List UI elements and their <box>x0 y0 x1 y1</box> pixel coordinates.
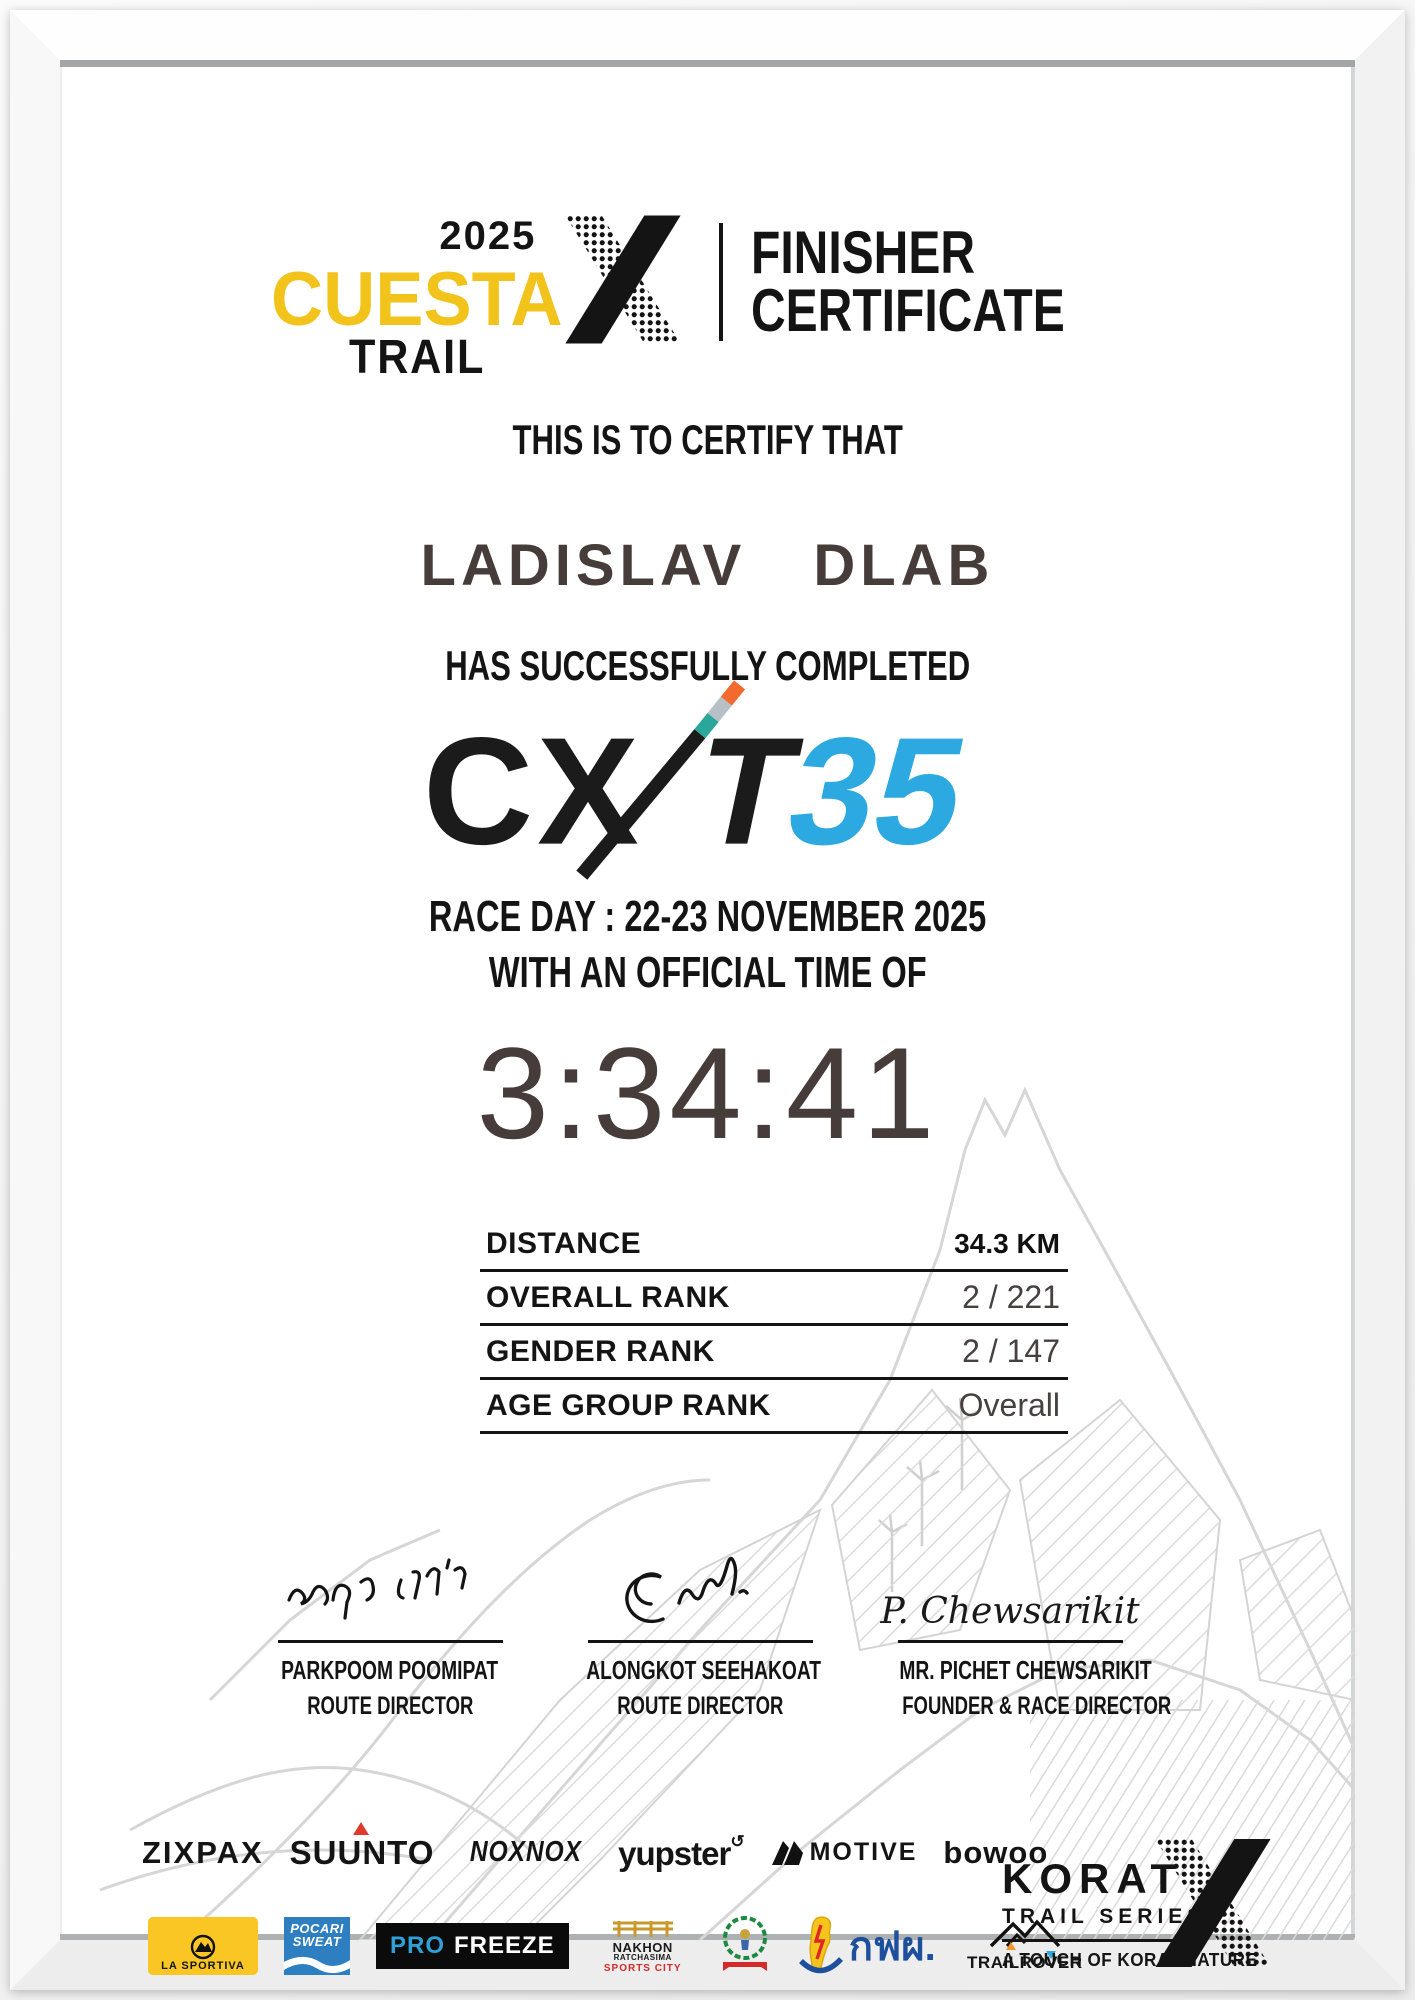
cuesta-trail-logo: 2025 CUESTA TRAIL <box>271 182 691 384</box>
signature-alongkot: ALONGKOT SEEHAKOAT ROUTE DIRECTOR <box>545 1540 855 1721</box>
signer-name: ALONGKOT SEEHAKOAT <box>586 1655 822 1685</box>
sponsor-pro-freeze: PRO FREEZE <box>376 1922 569 1969</box>
certificate-title: FINISHER CERTIFICATE <box>751 219 1143 344</box>
signatures: PARKPOOM POOMIPAT ROUTE DIRECTOR ALONGKO… <box>235 1540 1172 1721</box>
sponsor-egat: กฟผ. <box>798 1914 936 1978</box>
athlete-name: LADISLAV DLAB <box>420 533 995 598</box>
signer-role: ROUTE DIRECTOR <box>306 1692 474 1720</box>
signer-role: FOUNDER & RACE DIRECTOR <box>902 1692 1172 1720</box>
table-row-distance: DISTANCE 34.3 KM <box>480 1218 1068 1272</box>
sponsor-nakhon-ratchasima: NAKHON RATCHASIMA SPORTS CITY <box>595 1917 691 1974</box>
stat-value: 34.3 KM <box>954 1227 1060 1259</box>
cxt-letter-c: C <box>423 707 533 877</box>
stat-label: OVERALL RANK <box>486 1280 730 1314</box>
korat-trail-series-logo: KORAT TRAIL SERIES A TOUCH OF KORAT NATU… <box>1002 1839 1277 1971</box>
suunto-triangle-icon <box>353 1821 370 1835</box>
stat-label: GENDER RANK <box>486 1334 715 1368</box>
certificate-content: 2025 CUESTA TRAIL FINI <box>120 120 1295 1975</box>
sponsor-suunto: SUUNTO <box>290 1821 435 1872</box>
certificate-title-line2: CERTIFICATE <box>751 277 1066 344</box>
official-time-value: 3:34:41 <box>476 1020 939 1166</box>
header-divider <box>719 223 724 341</box>
event-year: 2025 <box>439 214 537 258</box>
signer-name: PARKPOOM POOMIPAT <box>281 1655 499 1685</box>
table-row-gender-rank: GENDER RANK 2 / 147 <box>480 1326 1068 1380</box>
laurel-wreath-icon <box>722 1916 767 1971</box>
korat-divider-line <box>1002 1939 1174 1942</box>
motive-peaks-icon <box>771 1841 803 1865</box>
cxt35-race-logo: C X T 35 <box>423 680 980 880</box>
sponsor-zixpax: ZIXPAX <box>142 1834 264 1870</box>
la-sportiva-mountain-icon <box>190 1934 216 1959</box>
nakhon-gate-icon <box>612 1921 673 1937</box>
egat-thailand-map-icon <box>798 1915 843 1973</box>
official-time-label: WITH AN OFFICIAL TIME OF <box>488 948 927 997</box>
stat-label: AGE GROUP RANK <box>486 1388 771 1422</box>
brand-type: TRAIL <box>349 331 486 384</box>
korat-name: KORAT <box>1002 1855 1184 1902</box>
pocari-wave-icon <box>284 1956 350 1973</box>
stat-value: 2 / 147 <box>962 1333 1060 1369</box>
signature-art: P. Chewsarikit <box>855 1540 1165 1632</box>
cxt-letter-x: X <box>537 707 639 877</box>
signature-line <box>897 1640 1123 1643</box>
sponsor-yupster: yupster↺ <box>618 1832 744 1872</box>
signer-role: ROUTE DIRECTOR <box>616 1692 784 1720</box>
cxt-slash <box>575 680 745 880</box>
trailrover-orange-triangle-icon <box>1005 1942 1016 1950</box>
stat-label: DISTANCE <box>486 1226 642 1260</box>
signer-name: MR. PICHET CHEWSARIKIT <box>899 1655 1152 1685</box>
table-row-age-group-rank: AGE GROUP RANK Overall <box>480 1380 1068 1434</box>
trailrover-blue-triangle-icon <box>1045 1951 1056 1959</box>
cxt-number: 35 <box>774 705 980 876</box>
sponsor-pocari-sweat: POCARI SWEAT <box>284 1916 350 1975</box>
completed-text: HAS SUCCESSFULLY COMPLETED <box>445 642 970 689</box>
signature-line <box>277 1640 503 1643</box>
stat-value: 2 / 221 <box>962 1279 1060 1315</box>
sponsor-row-1: ZIXPAX SUUNTO NOXNOX yupster↺ MOTIVE bow… <box>142 1821 1048 1873</box>
certify-intro: THIS IS TO CERTIFY THAT <box>512 416 903 463</box>
korat-series: TRAIL SERIES <box>1002 1905 1207 1928</box>
race-day: RACE DAY : 22-23 NOVEMBER 2025 <box>428 892 987 941</box>
signature-chewsarikit: P. Chewsarikit MR. PICHET CHEWSARIKIT FO… <box>855 1540 1172 1721</box>
stat-value: Overall <box>958 1387 1060 1423</box>
signature-art <box>235 1540 545 1632</box>
race-logo-wrap: C X T 35 <box>120 675 1295 885</box>
sponsor-motive: MOTIVE <box>770 1838 918 1867</box>
sponsor-noxnox: NOXNOX <box>470 1836 583 1868</box>
korat-tagline: A TOUCH OF KORAT NATURE <box>1002 1950 1258 1970</box>
sponsor-sat-emblem <box>717 1912 773 1979</box>
x-mark-icon <box>565 215 681 344</box>
table-row-overall-rank: OVERALL RANK 2 / 221 <box>480 1272 1068 1326</box>
yupster-swirl-icon: ↺ <box>730 1832 744 1851</box>
signature-scribble-icon <box>287 1558 467 1620</box>
egat-thai-text: กฟผ. <box>848 1924 936 1969</box>
header: 2025 CUESTA TRAIL FINI <box>120 182 1295 384</box>
sponsor-la-sportiva: LA SPORTIVA <box>148 1916 258 1975</box>
stats-table: DISTANCE 34.3 KM OVERALL RANK 2 / 221 GE… <box>480 1218 1068 1434</box>
certificate-title-line1: FINISHER <box>751 219 976 287</box>
signature-line <box>587 1640 813 1643</box>
signature-scribble-icon <box>625 1556 749 1624</box>
picture-frame: 2025 CUESTA TRAIL FINI <box>10 10 1405 1990</box>
signature-art <box>545 1540 855 1632</box>
sponsor-row-2: LA SPORTIVA POCARI SWEAT PRO FREEZE <box>148 1912 1088 1979</box>
signature-script-text: P. Chewsarikit <box>880 1591 1140 1632</box>
brand-name: CUESTA <box>271 257 563 342</box>
signature-parkpoom: PARKPOOM POOMIPAT ROUTE DIRECTOR <box>235 1540 545 1721</box>
